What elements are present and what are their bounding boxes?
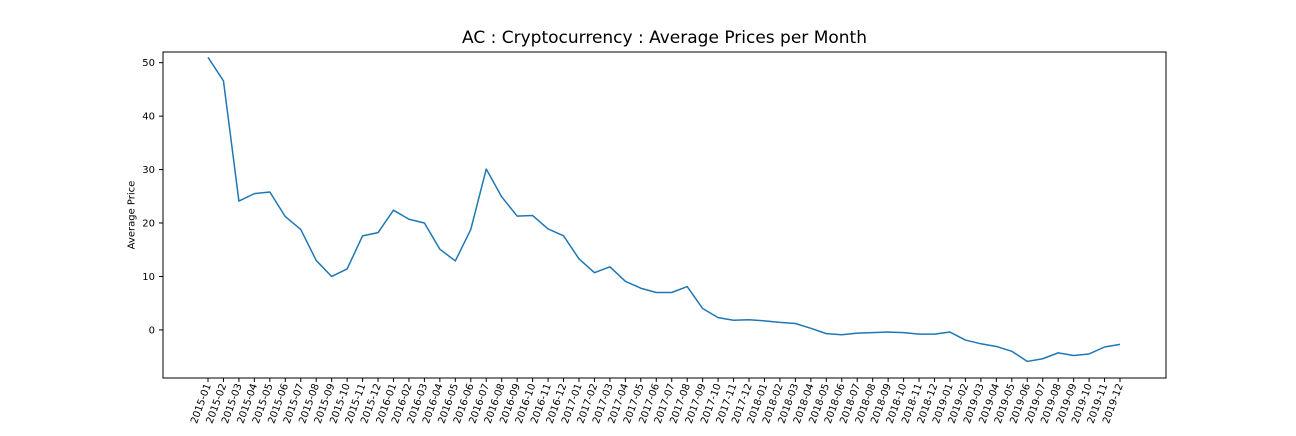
y-tick-label: 40 bbox=[142, 112, 155, 123]
y-tick-label: 50 bbox=[142, 58, 155, 69]
chart-title: AC : Cryptocurrency : Average Prices per… bbox=[163, 28, 1166, 48]
y-tick-label: 20 bbox=[142, 219, 155, 230]
y-tick-label: 10 bbox=[142, 272, 155, 283]
y-tick-label: 0 bbox=[149, 325, 155, 336]
price-series-line bbox=[208, 57, 1120, 361]
y-tick-label: 30 bbox=[142, 165, 155, 176]
y-axis-label: Average Price bbox=[127, 181, 138, 250]
plot-frame bbox=[163, 52, 1166, 378]
